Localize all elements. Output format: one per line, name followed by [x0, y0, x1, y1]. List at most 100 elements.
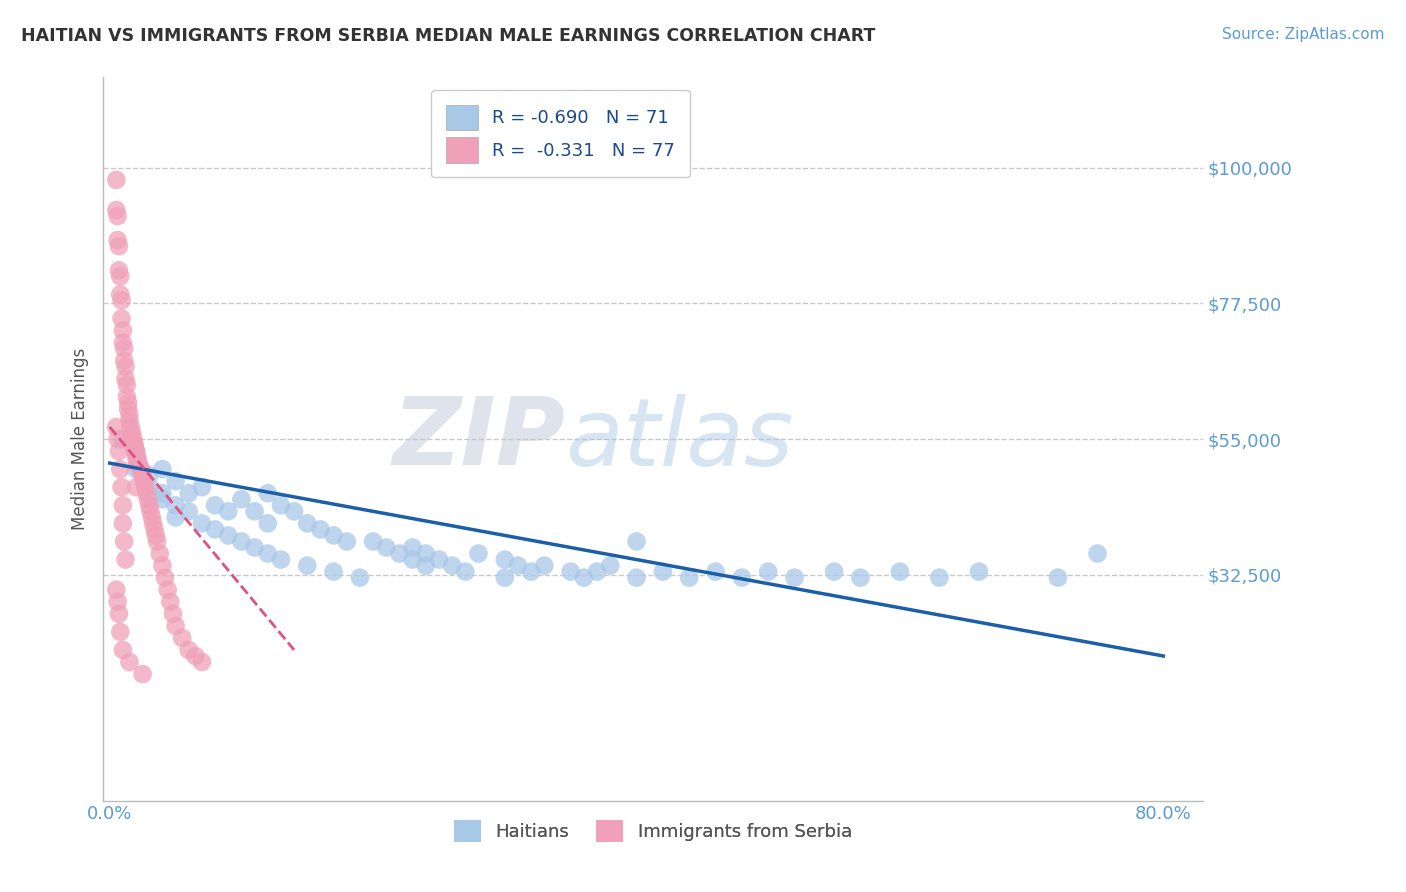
- Point: [145, 528, 167, 542]
- Point: [731, 571, 754, 585]
- Point: [118, 655, 141, 669]
- Point: [454, 565, 477, 579]
- Point: [165, 499, 187, 513]
- Point: [204, 523, 226, 537]
- Point: [297, 516, 319, 531]
- Point: [177, 504, 200, 518]
- Point: [177, 643, 200, 657]
- Point: [322, 528, 344, 542]
- Point: [118, 414, 141, 428]
- Point: [256, 547, 278, 561]
- Point: [152, 492, 174, 507]
- Point: [889, 565, 911, 579]
- Point: [231, 492, 253, 507]
- Point: [152, 558, 174, 573]
- Point: [131, 462, 153, 476]
- Point: [704, 565, 727, 579]
- Point: [184, 648, 207, 663]
- Text: Source: ZipAtlas.com: Source: ZipAtlas.com: [1222, 27, 1385, 42]
- Point: [111, 499, 134, 513]
- Point: [783, 571, 806, 585]
- Point: [586, 565, 609, 579]
- Legend: Haitians, Immigrants from Serbia: Haitians, Immigrants from Serbia: [447, 813, 859, 849]
- Point: [626, 571, 648, 585]
- Point: [115, 390, 138, 404]
- Point: [149, 547, 172, 561]
- Point: [108, 239, 131, 253]
- Point: [217, 528, 239, 542]
- Y-axis label: Median Male Earnings: Median Male Earnings: [72, 348, 89, 530]
- Point: [243, 541, 266, 555]
- Point: [401, 552, 423, 566]
- Point: [125, 444, 148, 458]
- Point: [217, 504, 239, 518]
- Point: [375, 541, 398, 555]
- Point: [651, 565, 673, 579]
- Point: [388, 547, 411, 561]
- Point: [117, 401, 139, 416]
- Point: [121, 425, 143, 440]
- Point: [849, 571, 872, 585]
- Point: [125, 450, 148, 464]
- Point: [1087, 547, 1109, 561]
- Point: [105, 173, 128, 187]
- Point: [243, 504, 266, 518]
- Point: [138, 480, 160, 494]
- Point: [107, 209, 129, 223]
- Point: [127, 450, 149, 464]
- Point: [110, 269, 132, 284]
- Point: [110, 624, 132, 639]
- Point: [309, 523, 332, 537]
- Point: [118, 408, 141, 422]
- Point: [494, 571, 516, 585]
- Point: [112, 353, 135, 368]
- Point: [122, 432, 145, 446]
- Point: [928, 571, 950, 585]
- Point: [231, 534, 253, 549]
- Point: [107, 233, 129, 247]
- Point: [152, 462, 174, 476]
- Point: [114, 359, 136, 374]
- Point: [131, 667, 153, 681]
- Point: [107, 595, 129, 609]
- Point: [134, 480, 156, 494]
- Point: [132, 474, 155, 488]
- Point: [125, 444, 148, 458]
- Point: [415, 558, 437, 573]
- Point: [112, 342, 135, 356]
- Point: [172, 631, 194, 645]
- Point: [191, 516, 214, 531]
- Point: [112, 534, 135, 549]
- Point: [1046, 571, 1069, 585]
- Point: [191, 480, 214, 494]
- Point: [626, 534, 648, 549]
- Point: [110, 287, 132, 301]
- Point: [349, 571, 371, 585]
- Point: [533, 558, 555, 573]
- Point: [111, 643, 134, 657]
- Point: [415, 547, 437, 561]
- Point: [678, 571, 700, 585]
- Point: [162, 607, 184, 621]
- Point: [401, 541, 423, 555]
- Point: [146, 534, 169, 549]
- Point: [121, 432, 143, 446]
- Point: [153, 571, 176, 585]
- Text: HAITIAN VS IMMIGRANTS FROM SERBIA MEDIAN MALE EARNINGS CORRELATION CHART: HAITIAN VS IMMIGRANTS FROM SERBIA MEDIAN…: [21, 27, 876, 45]
- Point: [139, 504, 162, 518]
- Point: [129, 462, 152, 476]
- Point: [136, 492, 159, 507]
- Point: [297, 558, 319, 573]
- Point: [204, 499, 226, 513]
- Point: [111, 324, 134, 338]
- Point: [105, 582, 128, 597]
- Point: [336, 534, 359, 549]
- Point: [165, 510, 187, 524]
- Point: [138, 499, 160, 513]
- Point: [427, 552, 450, 566]
- Point: [110, 293, 132, 308]
- Point: [572, 571, 595, 585]
- Text: atlas: atlas: [565, 393, 793, 484]
- Point: [141, 510, 163, 524]
- Point: [108, 263, 131, 277]
